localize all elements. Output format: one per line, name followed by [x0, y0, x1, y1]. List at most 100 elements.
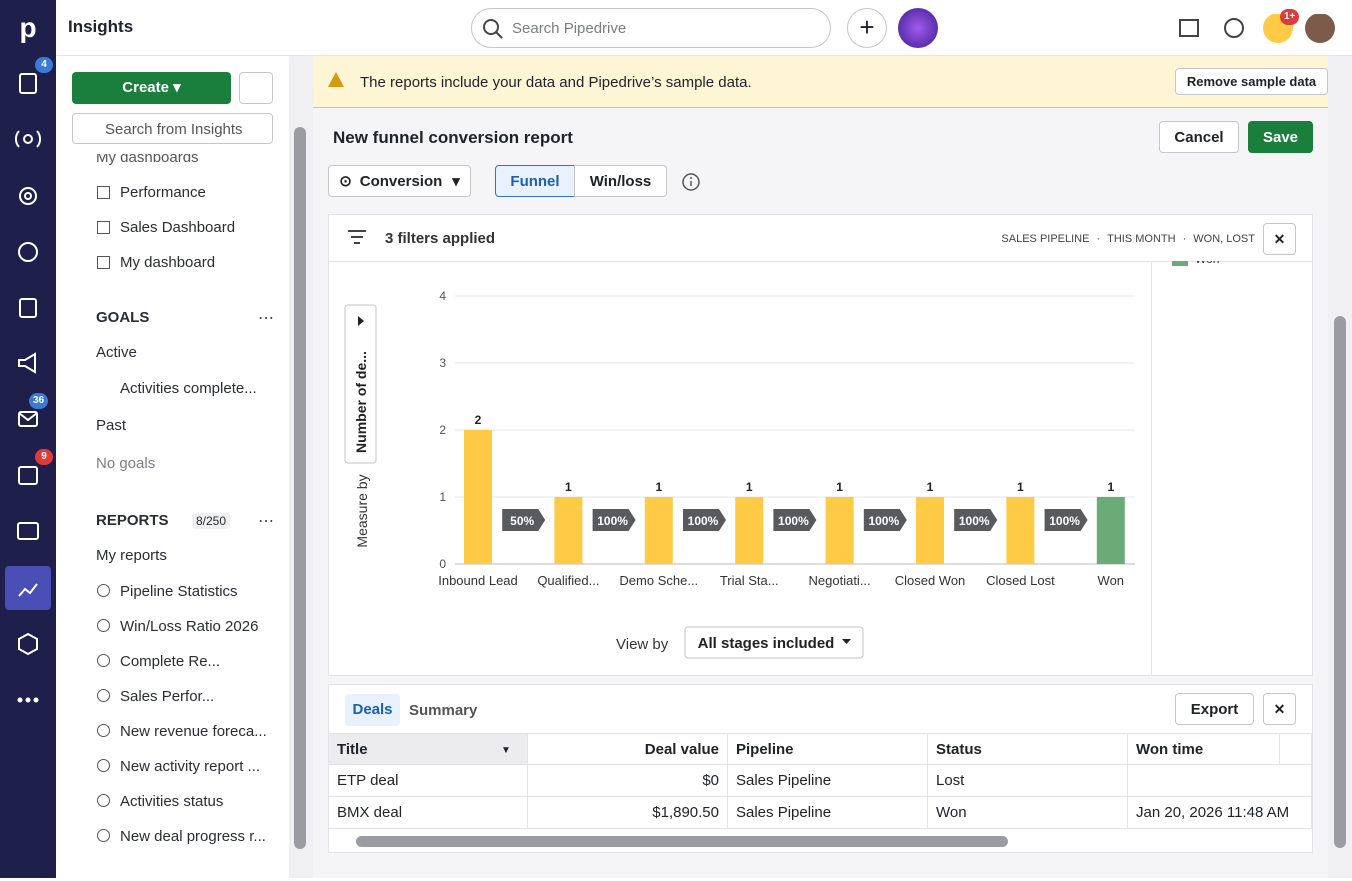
goals-past[interactable]: Past	[96, 417, 127, 434]
badge: 9	[35, 449, 53, 465]
filter-icon	[348, 230, 366, 244]
badge: 4	[35, 57, 53, 73]
conversion-arrow	[683, 509, 726, 531]
top-bar: Insights Search Pipedrive + 1+	[56, 0, 1352, 56]
create-label: Create	[122, 79, 169, 96]
h-scroll-thumb[interactable]	[356, 836, 1008, 847]
column-header[interactable]: Status	[928, 733, 1128, 765]
collapse-button[interactable]: ✕	[1263, 223, 1296, 255]
conversion-arrow	[1044, 509, 1088, 531]
no-goals[interactable]: No goals	[96, 455, 156, 472]
search-icon	[483, 19, 503, 39]
report-item[interactable]: Pipeline Statistics	[120, 583, 238, 600]
x-tick-label: Closed Lost	[986, 573, 1055, 588]
report-icon	[97, 654, 110, 667]
data-label: 1	[746, 480, 753, 494]
nav-icons: p	[5, 12, 51, 703]
bar	[735, 497, 764, 564]
search-box[interactable]: Search Pipedrive	[471, 8, 831, 48]
bar	[916, 497, 944, 564]
x-tick-label: Qualified...	[537, 573, 599, 588]
search-placeholder: Search Pipedrive	[512, 20, 627, 37]
more-menu[interactable]: ⋯	[258, 310, 274, 327]
summary-tab[interactable]: Summary	[409, 702, 478, 719]
conversion-label: 100%	[868, 514, 899, 528]
main-scrollbar	[1328, 56, 1352, 878]
report-icon	[97, 584, 110, 597]
add-button[interactable]: +	[847, 8, 887, 48]
column-header[interactable]: Won time	[1128, 733, 1280, 765]
measure-button	[344, 304, 377, 464]
reports-header[interactable]: REPORTS	[96, 512, 169, 529]
settings-header[interactable]	[1280, 733, 1312, 765]
report-icon	[97, 689, 110, 702]
dashboard-icon	[97, 256, 110, 269]
filter-row: 3 filters applied SALES PIPELINE · THIS MO…	[329, 215, 1312, 262]
report-item[interactable]: Complete Re...	[120, 653, 221, 670]
table-cell: BMX deal	[329, 797, 528, 829]
remove-sample-button[interactable]: Remove sample data	[1175, 68, 1328, 95]
y-tick-label: 2	[439, 423, 446, 437]
report-item[interactable]: Activities status	[120, 793, 224, 810]
dashboard-item[interactable]: Sales Dashboard	[120, 219, 236, 236]
report-item[interactable]: New activity report ...	[120, 758, 261, 775]
sort-icon[interactable]: ▼	[501, 745, 511, 756]
winloss-tab[interactable]: Win/loss	[574, 165, 667, 197]
sidebar: Create ▾ Search from Insights My dashboa…	[56, 56, 289, 878]
scroll-thumb[interactable]	[294, 127, 306, 849]
report-title: New funnel conversion report	[333, 128, 573, 147]
svg-text:p: p	[19, 12, 36, 43]
reports-count[interactable]: 8/250	[192, 513, 231, 529]
dashboard-item[interactable]: My dashboard	[120, 254, 216, 271]
column-header[interactable]: Deal value	[528, 733, 728, 765]
data-label: 1	[1107, 480, 1114, 494]
measure-dropdown[interactable]: ⊙ Conversion ▾	[328, 165, 471, 197]
column-header[interactable]: Pipeline	[728, 733, 928, 765]
nav-rail: p 4 36 9	[0, 0, 56, 878]
dashboard-item[interactable]: Performance	[120, 184, 206, 201]
legend-swatch	[1172, 261, 1188, 266]
y-tick-label: 4	[439, 289, 446, 303]
badge: 36	[29, 393, 49, 409]
report-item[interactable]: New deal progress r...	[120, 828, 266, 845]
report-item[interactable]: Win/Loss Ratio 2026	[120, 618, 259, 635]
filter-tags: SALES PIPELINE · THIS MONTH · WON, LOST	[1001, 233, 1255, 245]
more-menu[interactable]: ⋯	[258, 513, 274, 530]
goal-item[interactable]: Activities complete...	[120, 380, 257, 397]
y-tick-label: 1	[439, 490, 446, 504]
report-icon	[97, 619, 110, 632]
goals-header[interactable]: GOALS	[96, 309, 150, 326]
my-reports[interactable]: My reports	[96, 547, 167, 564]
cancel-button[interactable]: Cancel	[1159, 121, 1239, 153]
sidebar-search[interactable]: Search from Insights	[72, 113, 273, 144]
view-by-value: All stages included	[698, 635, 835, 652]
scroll-thumb[interactable]	[1334, 316, 1346, 848]
x-tick-label: Closed Won	[895, 573, 966, 588]
ai-button[interactable]	[898, 8, 938, 48]
conversion-arrow	[773, 509, 817, 531]
column-header[interactable]: Title	[329, 733, 528, 765]
academy-button[interactable]	[239, 72, 273, 104]
table-cell: Lost	[928, 765, 1128, 797]
bar	[464, 430, 492, 564]
deals-tab[interactable]: Deals	[345, 694, 400, 726]
conversion-label: 100%	[1049, 514, 1080, 528]
bar	[825, 497, 854, 564]
table-cell: Sales Pipeline	[728, 765, 928, 797]
legend-label: Won	[1195, 261, 1219, 266]
dashboards-header[interactable]: My dashboards	[96, 154, 199, 166]
report-item[interactable]: New revenue foreca...	[120, 723, 267, 740]
view-by-label: View by	[616, 636, 669, 653]
save-button[interactable]: Save	[1248, 121, 1313, 153]
create-button[interactable]: Create ▾	[72, 72, 231, 104]
close-table-button[interactable]: ✕	[1263, 693, 1296, 725]
goals-active[interactable]: Active	[96, 344, 137, 361]
conversion-label: 100%	[778, 514, 809, 528]
funnel-tab[interactable]: Funnel	[495, 165, 575, 197]
table-cell: ETP deal	[329, 765, 528, 797]
notification-badge: 1+	[1280, 9, 1300, 25]
warning-icon	[328, 72, 344, 87]
report-item[interactable]: Sales Perfor...	[120, 688, 215, 705]
export-button[interactable]: Export	[1175, 693, 1254, 725]
separator: ·	[1182, 233, 1187, 245]
